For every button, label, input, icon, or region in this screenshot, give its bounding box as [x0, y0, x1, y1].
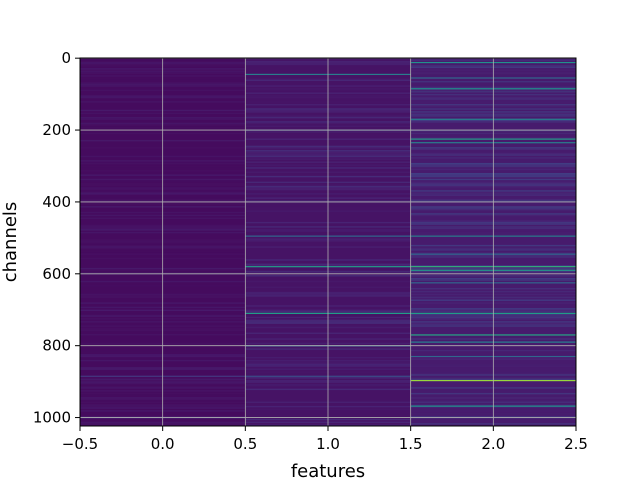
x-tick-label: 0.5 — [233, 435, 257, 453]
x-tick-label: 0.0 — [151, 435, 175, 453]
y-axis-label: channels — [0, 202, 21, 283]
x-axis-ticks: −0.5 0.0 0.5 1.0 1.5 2.0 2.5 — [62, 426, 588, 453]
y-axis-ticks: 0 200 400 600 800 1000 — [33, 49, 80, 427]
x-tick-label: 2.5 — [564, 435, 588, 453]
y-tick-label: 0 — [61, 49, 71, 67]
y-tick-label: 200 — [42, 121, 71, 139]
y-tick-label: 800 — [42, 337, 71, 355]
x-tick-label: 1.5 — [399, 435, 423, 453]
x-tick-label: 2.0 — [481, 435, 505, 453]
x-axis-label: features — [291, 461, 365, 480]
y-tick-label: 400 — [42, 193, 71, 211]
y-tick-label: 600 — [42, 265, 71, 283]
x-tick-label: −0.5 — [62, 435, 98, 453]
x-tick-label: 1.0 — [316, 435, 340, 453]
y-tick-label: 1000 — [33, 409, 71, 427]
